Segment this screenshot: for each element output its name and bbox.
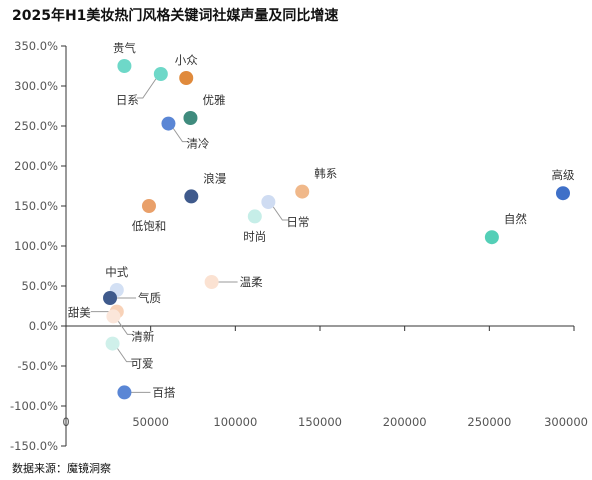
point-label: 清新	[131, 329, 154, 343]
scatter-point	[204, 275, 219, 289]
y-axis-ticks: 350.0% 300.0% 250.0% 200.0% 150.0% 100.0% 50.0…	[10, 39, 66, 453]
scatter-point	[261, 195, 276, 209]
chart-title: 2025年H1美妆热门风格关键词社媒声量及同比增速	[12, 8, 339, 24]
y-tick-label: -100.0%	[10, 399, 58, 413]
y-tick-label: 250.0%	[14, 119, 58, 133]
point-label: 百搭	[152, 385, 175, 399]
point-label: 清冷	[186, 137, 209, 151]
leader-line	[117, 321, 134, 335]
leader-line	[272, 206, 289, 221]
scatter-point	[141, 199, 156, 213]
point-label: 自然	[504, 212, 527, 226]
point-label: 温柔	[240, 275, 263, 289]
point-label: 中式	[105, 265, 128, 279]
point-label: 小众	[175, 53, 198, 67]
scatter-point	[153, 67, 168, 81]
point-label: 气质	[138, 291, 161, 305]
scatter-point	[247, 209, 262, 224]
y-tick-label: 0.0%	[29, 319, 58, 333]
leader-line	[172, 128, 189, 143]
scatter-point	[106, 309, 121, 324]
point-label: 日系	[116, 93, 139, 107]
scatter-point	[484, 230, 499, 245]
scatter-point	[117, 385, 132, 400]
scatter-point	[555, 186, 570, 201]
x-tick-label: 100000	[213, 415, 257, 429]
data-points	[103, 59, 570, 400]
point-label: 高级	[551, 168, 574, 182]
y-tick-label: -150.0%	[10, 439, 58, 453]
leader-line	[117, 348, 133, 363]
point-label: 可爱	[131, 357, 154, 371]
y-tick-label: 50.0%	[21, 279, 58, 293]
y-tick-label: 150.0%	[14, 199, 58, 213]
point-label: 贵气	[113, 41, 136, 55]
point-label: 浪漫	[203, 171, 226, 185]
y-tick-label: 350.0%	[14, 39, 58, 53]
scatter-point	[161, 116, 176, 131]
y-tick-label: 100.0%	[14, 239, 58, 253]
scatter-point	[103, 291, 118, 305]
point-label: 优雅	[202, 93, 225, 107]
point-label: 时尚	[243, 229, 266, 243]
x-tick-label: 150000	[298, 415, 342, 429]
y-tick-label: 200.0%	[14, 159, 58, 173]
x-tick-label: 200000	[383, 415, 427, 429]
x-tick-label: 50000	[132, 415, 169, 429]
y-tick-label: -50.0%	[17, 359, 58, 373]
y-tick-label: 300.0%	[14, 79, 58, 93]
scatter-point	[117, 59, 132, 73]
point-label: 日常	[286, 215, 309, 229]
label-leader-lines	[90, 78, 289, 393]
scatter-point	[105, 336, 120, 351]
scatter-point	[295, 184, 310, 199]
point-label: 低饱和	[132, 219, 167, 233]
point-label: 甜美	[68, 306, 91, 320]
x-tick-label: 300000	[544, 415, 588, 429]
point-label: 韩系	[314, 167, 337, 181]
x-tick-label: 250000	[467, 415, 511, 429]
scatter-point	[183, 111, 198, 125]
data-source: 数据来源：魔镜洞察	[12, 462, 111, 475]
scatter-point	[184, 189, 199, 204]
leader-line	[136, 78, 157, 99]
scatter-point	[179, 71, 194, 85]
